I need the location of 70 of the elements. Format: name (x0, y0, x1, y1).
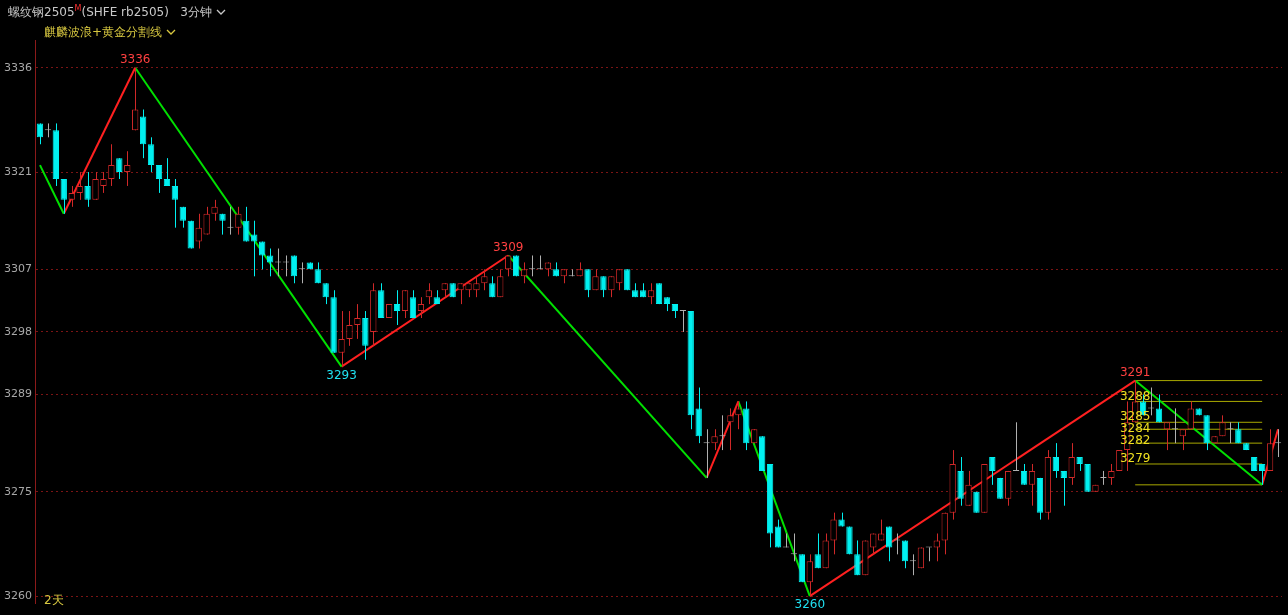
y-tick-label: 3260 (3, 588, 32, 602)
candlestick (901, 539, 909, 569)
annotation: 2天 (44, 592, 64, 609)
y-tick-label: 3275 (3, 484, 32, 498)
candlestick (1012, 421, 1020, 472)
candlestick (243, 206, 250, 243)
candlestick (108, 143, 115, 187)
candlestick (473, 275, 480, 298)
candlestick (830, 512, 837, 555)
candlestick (155, 164, 163, 194)
data-label: 3291 (1119, 364, 1151, 379)
candlestick (497, 268, 504, 298)
candlestick (84, 171, 91, 208)
candlestick (171, 178, 179, 229)
chart-subtitle: 麒麟波浪+黄金分割线 (44, 25, 163, 39)
candlestick (290, 254, 298, 284)
candlestick (647, 282, 655, 305)
candlestick (1163, 421, 1171, 451)
candlestick (76, 171, 83, 201)
chart-title: 螺纹钢2505$^{M}$(SHFE rb2505) 3分钟 (8, 4, 212, 19)
candlestick (989, 456, 996, 486)
candlestick (235, 206, 242, 236)
candlestick (251, 220, 258, 277)
candlestick (806, 553, 813, 597)
candlestick (354, 303, 361, 340)
candlestick (1187, 400, 1194, 430)
y-tick-label: 3321 (3, 164, 32, 178)
candlestick (481, 268, 488, 291)
candlestick (1108, 463, 1115, 486)
candlestick (60, 178, 67, 215)
candlestick (393, 289, 401, 326)
candlestick (933, 532, 940, 562)
candlestick (195, 213, 202, 250)
candlestick (124, 150, 131, 187)
candlestick (520, 261, 528, 284)
candlestick (735, 400, 742, 430)
candlestick (1116, 450, 1123, 471)
y-tick-label: 3307 (3, 262, 32, 276)
candlestick (814, 532, 821, 569)
candlestick (401, 289, 409, 319)
candlestick (1068, 442, 1075, 486)
candlestick (425, 282, 433, 305)
candlestick (711, 428, 718, 451)
data-label: 3260 (794, 597, 826, 612)
candlestick (211, 199, 218, 222)
candlestick (409, 289, 417, 319)
candlestick (163, 157, 171, 187)
candlestick (92, 171, 99, 201)
data-label: 3336 (119, 51, 151, 66)
candlestick (854, 539, 861, 576)
candlestick (1028, 463, 1036, 507)
candlestick (100, 171, 107, 194)
candlestick (147, 136, 155, 173)
candlestick (203, 206, 210, 236)
candlestick (1052, 442, 1059, 479)
candlestick (417, 296, 425, 319)
candlestick (1155, 393, 1163, 423)
data-label: 3293 (326, 367, 357, 382)
candlestick (68, 185, 75, 208)
candlestick (346, 310, 353, 347)
y-tick-label: 3336 (3, 60, 32, 74)
candlestick (584, 268, 591, 298)
candlestick (727, 407, 734, 451)
data-label: 3309 (492, 239, 524, 254)
candlestick (338, 310, 345, 368)
candlestick (965, 470, 972, 507)
candlestick (266, 248, 274, 277)
y-tick-label: 3289 (3, 387, 32, 401)
y-tick-label: 3298 (3, 324, 32, 338)
candlestick (1060, 470, 1067, 507)
